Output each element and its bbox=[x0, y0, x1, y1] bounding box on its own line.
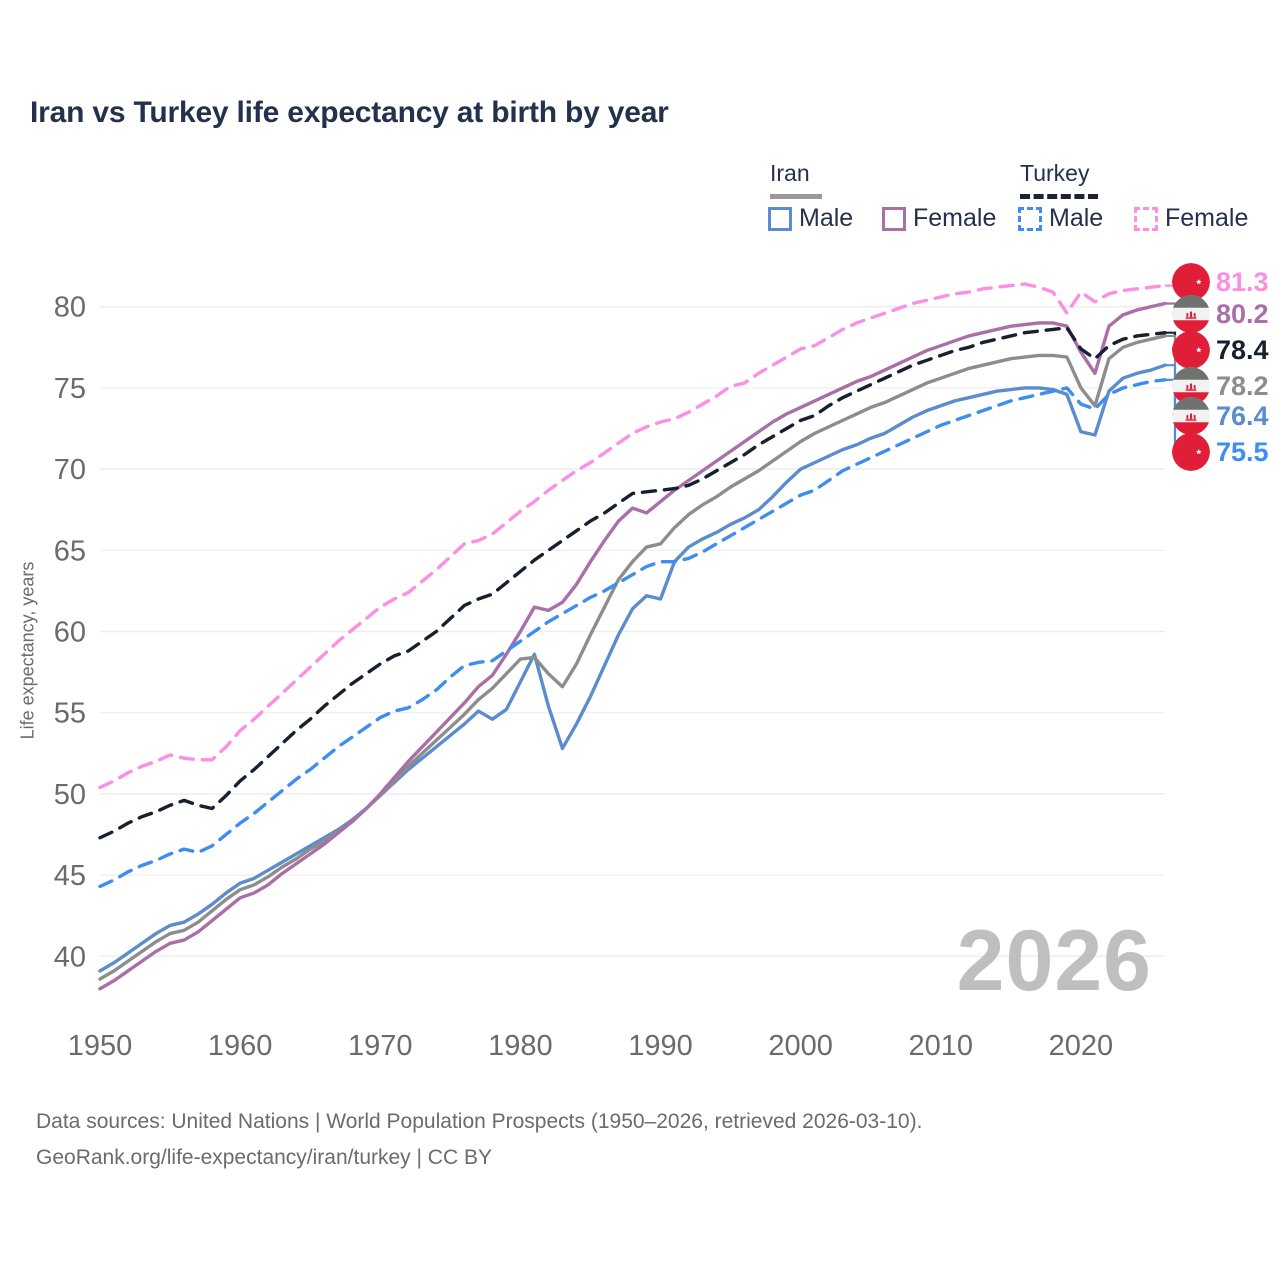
x-tick-label: 1980 bbox=[488, 1030, 553, 1062]
end-label-iran-male: 76.4 bbox=[1172, 396, 1269, 436]
y-tick-label: 60 bbox=[54, 617, 86, 649]
legend-group-iran-label: Iran bbox=[770, 160, 810, 186]
legend-swatch-icon bbox=[768, 206, 792, 231]
end-label-value: 75.5 bbox=[1216, 436, 1269, 467]
x-tick-label: 1990 bbox=[628, 1030, 693, 1062]
x-tick-label: 1970 bbox=[348, 1030, 413, 1062]
turkey-flag-icon bbox=[1172, 263, 1210, 301]
x-tick-label: 2020 bbox=[1049, 1030, 1114, 1062]
x-tick-label: 1950 bbox=[68, 1030, 133, 1062]
iran-flag-icon bbox=[1172, 295, 1210, 333]
y-tick-label: 45 bbox=[54, 860, 86, 892]
legend-item-label: Male bbox=[799, 204, 854, 232]
chart-x-tick-labels: 1950 1960 1970 1980 1990 2000 2010 2020 bbox=[68, 1030, 1113, 1062]
legend-item-turkey-male[interactable]: Male bbox=[1018, 204, 1103, 233]
legend-item-label: Female bbox=[913, 204, 997, 232]
legend-item-label: Male bbox=[1049, 204, 1104, 232]
turkey-flag-icon bbox=[1172, 331, 1210, 369]
iran-flag-icon bbox=[1172, 397, 1210, 435]
series-line bbox=[98, 378, 1167, 889]
footer-data-sources: Data sources: United Nations | World Pop… bbox=[36, 1110, 923, 1133]
end-label-iran-female: 80.2 bbox=[1172, 294, 1269, 334]
series-line bbox=[98, 334, 1167, 981]
y-axis-title: Life expectancy, years bbox=[17, 561, 38, 740]
series-line bbox=[98, 301, 1167, 991]
series-line bbox=[98, 326, 1167, 840]
legend-item-iran-male[interactable]: Male bbox=[768, 204, 853, 233]
end-label-value: 78.2 bbox=[1216, 370, 1269, 401]
y-tick-label: 40 bbox=[54, 941, 86, 973]
end-label-value: 81.3 bbox=[1216, 266, 1269, 297]
footer: Data sources: United Nations | World Pop… bbox=[36, 1104, 1236, 1176]
x-tick-label: 2010 bbox=[909, 1030, 974, 1062]
legend-swatch-icon bbox=[1134, 206, 1158, 231]
legend-item-turkey-female[interactable]: Female bbox=[1134, 204, 1248, 233]
end-label-value: 80.2 bbox=[1216, 298, 1269, 329]
watermark-year: 2026 bbox=[956, 913, 1152, 1009]
end-label-value: 78.4 bbox=[1216, 334, 1269, 365]
legend-item-iran-female[interactable]: Female bbox=[882, 204, 996, 233]
end-label-value: 76.4 bbox=[1216, 400, 1269, 431]
legend-group-iran-rule bbox=[770, 194, 822, 199]
y-tick-label: 80 bbox=[54, 292, 86, 324]
end-label-turkey-female: 81.3 bbox=[1172, 262, 1269, 302]
turkey-flag-icon bbox=[1172, 433, 1210, 471]
legend-swatch-icon bbox=[1018, 206, 1042, 231]
legend-swatch-icon bbox=[882, 206, 906, 231]
legend-group-turkey-label: Turkey bbox=[1020, 160, 1090, 186]
legend-group-turkey-rule bbox=[1020, 194, 1098, 199]
end-label-turkey-total: 78.4 bbox=[1172, 330, 1269, 370]
chart-legend: Iran Turkey Male Female Male Female bbox=[762, 160, 1252, 240]
series-line bbox=[98, 282, 1167, 790]
chart-y-tick-labels: 40 45 50 55 60 65 70 75 80 bbox=[54, 292, 86, 974]
page-title: Iran vs Turkey life expectancy at birth … bbox=[30, 96, 669, 129]
x-tick-label: 2000 bbox=[768, 1030, 833, 1062]
end-label-turkey-male: 75.5 bbox=[1172, 432, 1269, 472]
y-tick-label: 50 bbox=[54, 779, 86, 811]
y-tick-label: 55 bbox=[54, 698, 86, 730]
y-tick-label: 75 bbox=[54, 373, 86, 405]
x-tick-label: 1960 bbox=[208, 1030, 273, 1062]
y-tick-label: 70 bbox=[54, 454, 86, 486]
series-line bbox=[98, 363, 1167, 973]
footer-attribution: GeoRank.org/life-expectancy/iran/turkey … bbox=[36, 1146, 492, 1169]
legend-item-label: Female bbox=[1165, 204, 1249, 232]
chart-series-layer bbox=[98, 282, 1167, 991]
y-tick-label: 65 bbox=[54, 535, 86, 567]
